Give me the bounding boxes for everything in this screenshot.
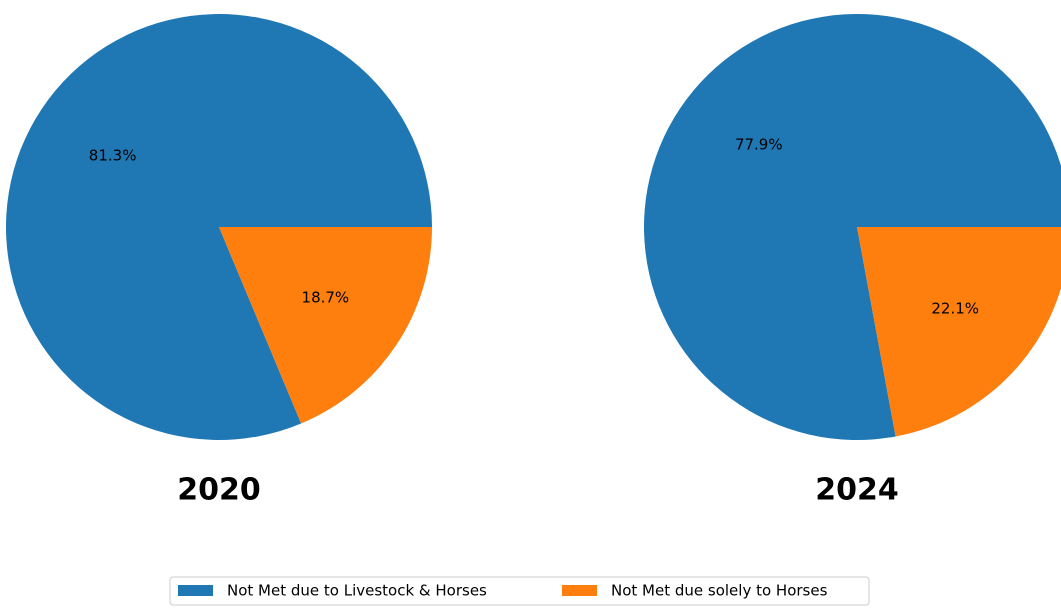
legend-label: Not Met due solely to Horses [611, 582, 828, 600]
pie-slice [644, 14, 1061, 440]
legend-label: Not Met due to Livestock & Horses [227, 582, 487, 600]
pie-slice [857, 227, 1061, 437]
pie-title: 2024 [815, 473, 899, 508]
legend-swatch [562, 585, 597, 596]
slice-label: 77.9% [735, 136, 783, 154]
pie-slice [219, 227, 432, 424]
pie-slice [6, 13, 433, 441]
slice-label: 81.3% [89, 147, 137, 165]
slice-label: 18.7% [302, 288, 350, 306]
legend-box [169, 576, 870, 606]
pie-title: 2020 [177, 473, 261, 508]
legend-swatch [178, 585, 213, 596]
slice-label: 22.1% [931, 299, 979, 317]
